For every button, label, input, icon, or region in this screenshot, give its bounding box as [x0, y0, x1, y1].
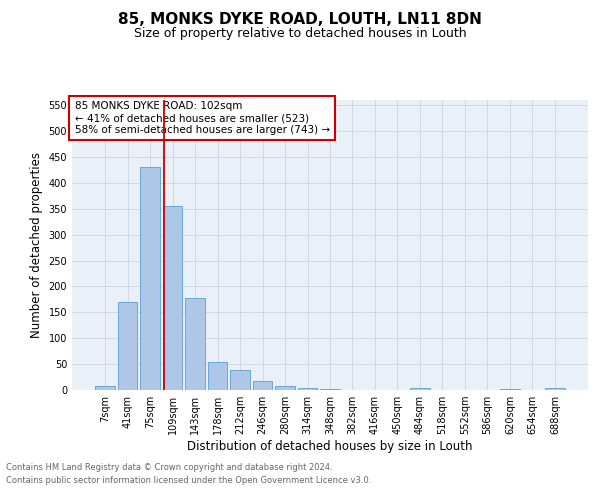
- Bar: [275, 386, 295, 390]
- Text: Contains public sector information licensed under the Open Government Licence v3: Contains public sector information licen…: [6, 476, 371, 485]
- Y-axis label: Number of detached properties: Number of detached properties: [30, 152, 43, 338]
- Bar: [545, 388, 565, 390]
- Bar: [185, 298, 205, 390]
- Bar: [208, 362, 227, 390]
- Text: 85 MONKS DYKE ROAD: 102sqm
← 41% of detached houses are smaller (523)
58% of sem: 85 MONKS DYKE ROAD: 102sqm ← 41% of deta…: [74, 102, 330, 134]
- Bar: [140, 168, 160, 390]
- Text: Contains HM Land Registry data © Crown copyright and database right 2024.: Contains HM Land Registry data © Crown c…: [6, 464, 332, 472]
- Bar: [95, 386, 115, 390]
- Bar: [298, 388, 317, 390]
- Text: 85, MONKS DYKE ROAD, LOUTH, LN11 8DN: 85, MONKS DYKE ROAD, LOUTH, LN11 8DN: [118, 12, 482, 28]
- X-axis label: Distribution of detached houses by size in Louth: Distribution of detached houses by size …: [187, 440, 473, 453]
- Bar: [410, 388, 430, 390]
- Bar: [253, 380, 272, 390]
- Text: Size of property relative to detached houses in Louth: Size of property relative to detached ho…: [134, 28, 466, 40]
- Bar: [500, 389, 520, 390]
- Bar: [230, 370, 250, 390]
- Bar: [163, 206, 182, 390]
- Bar: [320, 389, 340, 390]
- Bar: [118, 302, 137, 390]
